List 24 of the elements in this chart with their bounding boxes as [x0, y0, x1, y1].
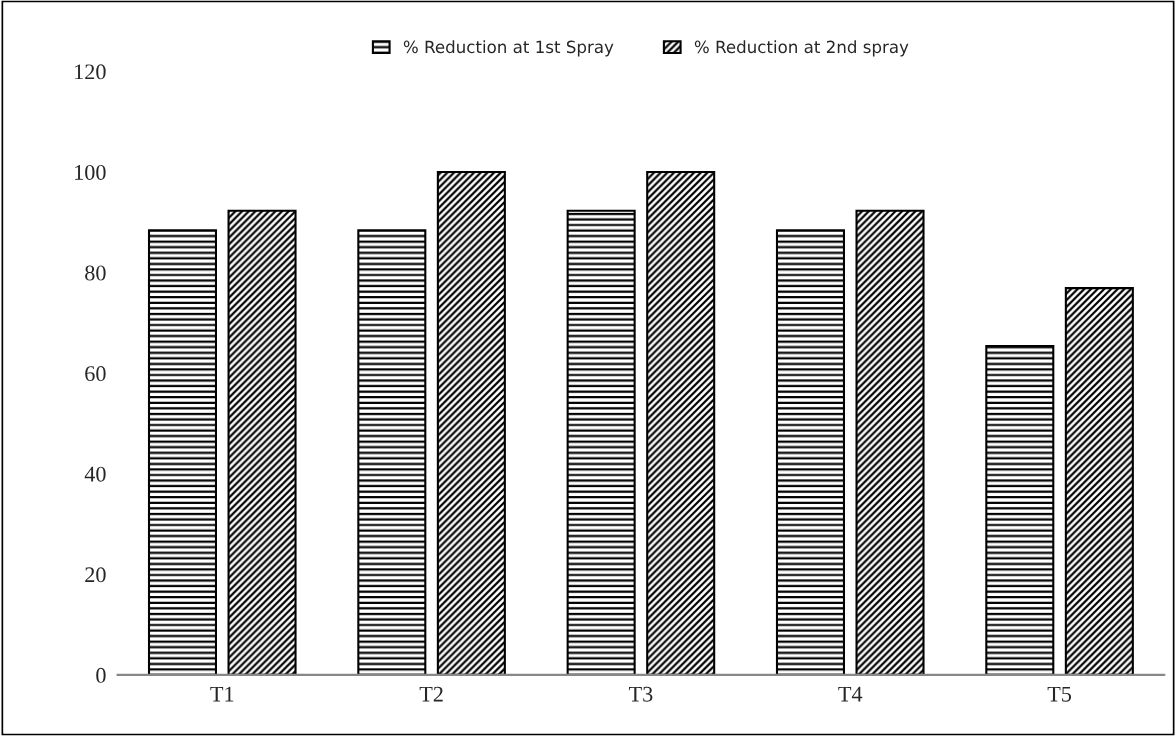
legend-label: % Reduction at 1st Spray: [403, 40, 614, 57]
bar: [436, 170, 506, 675]
y-tick-label: 20: [85, 567, 106, 583]
legend-label: % Reduction at 2nd spray: [694, 40, 909, 57]
y-tick-label: 0: [96, 667, 106, 683]
x-tick-label: T3: [628, 686, 653, 702]
y-tick-label: 60: [85, 366, 106, 382]
x-tick-label: T1: [210, 686, 234, 702]
x-tick-label: T4: [838, 686, 863, 702]
y-tick-label: 40: [84, 466, 106, 482]
bar: [227, 209, 297, 675]
bar: [357, 229, 427, 675]
bar: [1064, 287, 1134, 675]
y-tick-label: 80: [85, 265, 106, 281]
x-tick-label: T2: [419, 686, 443, 702]
bar: [985, 344, 1055, 675]
bar: [646, 170, 716, 675]
bar: [855, 209, 925, 675]
bar: [775, 229, 846, 675]
x-tick-label: T5: [1047, 686, 1072, 702]
bar: [147, 229, 218, 675]
y-tick-label: 120: [75, 64, 106, 80]
bar: [566, 209, 636, 675]
y-tick-label: 100: [75, 164, 106, 180]
